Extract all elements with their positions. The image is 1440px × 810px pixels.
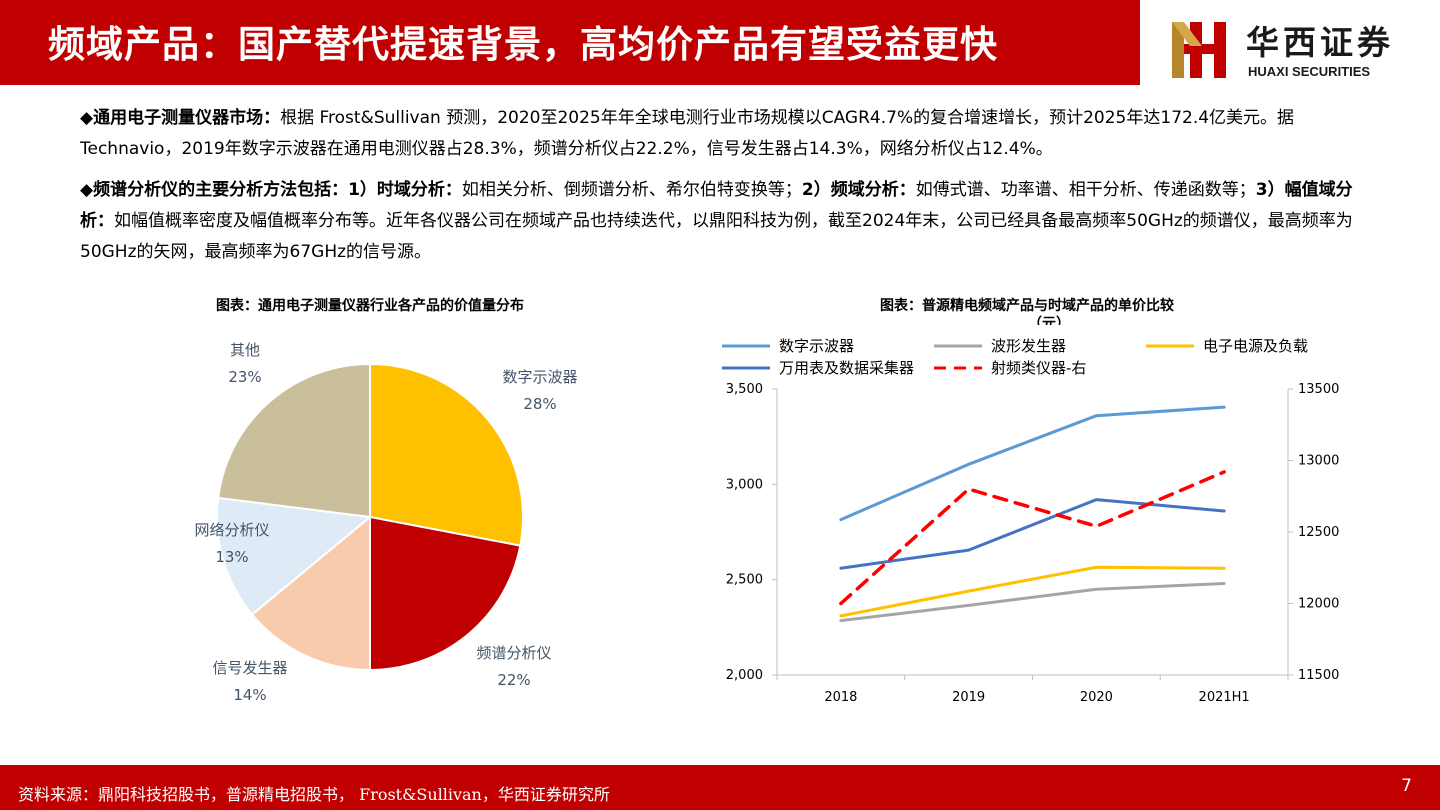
method-frequency-domain-text: 如傅式谱、功率谱、相干分析、传递函数等； [915,180,1256,200]
x-tick-label: 2020 [1080,690,1113,705]
legend-label: 电子电源及负载 [1203,337,1308,355]
method-time-domain-text: 如相关分析、倒频谱分析、希尔伯特变换等； [461,180,802,200]
pie-chart: 数字示波器 28% 频谱分析仪 22% 信号发生器 14% 网络分析仪 13% 其他 23% [194,341,577,704]
method-amplitude-domain-text: 如幅值概率密度及幅值概率分布等。近年各仪器公司在频域产品也持续迭代，以鼎阳科技为… [80,211,1353,262]
pie-slice-label: 数字示波器 [502,368,577,386]
pie-slice-percent: 28% [523,395,556,413]
source-note: 资料来源：鼎阳科技招股书，普源精电招股书， Frost&Sullivan，华西证… [18,785,610,804]
page-title: 频域产品：国产替代提速背景，高均价产品有望受益更快 [48,23,998,66]
pie-slice [369,515,522,672]
x-tick-label: 2018 [824,690,857,705]
y-tick-label-left: 3,000 [726,477,763,492]
series-line [839,470,1226,606]
logo-chinese-name: 华西证券 [1246,23,1394,62]
y-tick-label-right: 11500 [1298,668,1339,683]
legend-label: 数字示波器 [779,337,854,355]
x-tick-label: 2019 [952,690,985,705]
method-amplitude-domain: 3）幅值域分析： [80,180,1353,231]
y-tick-label-left: 2,500 [726,573,763,588]
footer-bar: 资料来源：鼎阳科技招股书，普源精电招股书， Frost&Sullivan，华西证… [0,765,1440,810]
y-tick-label-right: 13500 [1298,382,1339,397]
pie-slice-label: 其他 [230,341,260,359]
pie-slice [250,514,371,672]
series-line [839,405,1226,522]
pie-slice-percent: 13% [215,548,248,566]
paragraph-methods: ◆频谱分析仪的主要分析方法包括：1）时域分析：如相关分析、倒频谱分析、希尔伯特变… [80,175,1370,268]
series-line [839,498,1226,570]
pie-slice-percent: 22% [497,671,530,689]
y-tick-label-right: 13000 [1298,454,1339,469]
logo-english-name: HUAXI SECURITIES [1248,64,1371,79]
paragraph-lead: 频谱分析仪的主要分析方法包括： [93,180,349,200]
title-bar: 频域产品：国产替代提速背景，高均价产品有望受益更快 [0,0,1140,85]
pie-slice [369,362,524,547]
pie-slice [217,362,371,519]
bullet: ◆ [80,108,94,128]
legend-label: 万用表及数据采集器 [779,359,914,377]
y-tick-label-left: 2,000 [726,668,763,683]
paragraph-market: ◆通用电子测量仪器市场：根据 Frost&Sullivan 预测，2020至20… [80,103,1370,165]
page-number: 7 [1401,776,1412,796]
pie-slice-label: 网络分析仪 [194,521,269,539]
pie-slice-label: 频谱分析仪 [476,644,551,662]
series-line [839,565,1226,618]
method-time-domain: 1）时域分析： [348,180,462,200]
pie-slice [216,496,373,616]
line-chart-title: 图表：普源精电频域产品与时域产品的单价比较 [880,298,1174,314]
paragraph-lead: 通用电子测量仪器市场： [93,108,281,128]
pie-chart-title: 图表：通用电子测量仪器行业各产品的价值量分布 [216,298,524,314]
legend-label: 射频类仪器-右 [991,359,1086,377]
paragraph-body: 根据 Frost&Sullivan 预测，2020至2025年年全球电测行业市场… [80,108,1295,159]
pie-slice-percent: 23% [228,368,261,386]
pie-slice-label: 信号发生器 [212,659,287,677]
method-frequency-domain: 2）频域分析： [801,180,916,200]
legend-label: 波形发生器 [991,337,1066,355]
pie-slice-percent: 14% [233,686,266,704]
y-tick-label-left: 3,500 [726,382,763,397]
series-line [839,581,1226,623]
huaxi-logo-mark-icon [1172,22,1226,78]
line-chart-title-unit: （元） [1028,316,1070,325]
company-logo: 华西证券 HUAXI SECURITIES [1170,14,1430,84]
bullet: ◆ [80,180,94,200]
line-chart: 2,000 2,500 3,000 3,500 11500 12000 12500 13000… [722,337,1339,705]
x-tick-label: 2021H1 [1199,690,1250,705]
y-tick-label-right: 12000 [1298,597,1339,612]
y-tick-label-right: 12500 [1298,525,1339,540]
